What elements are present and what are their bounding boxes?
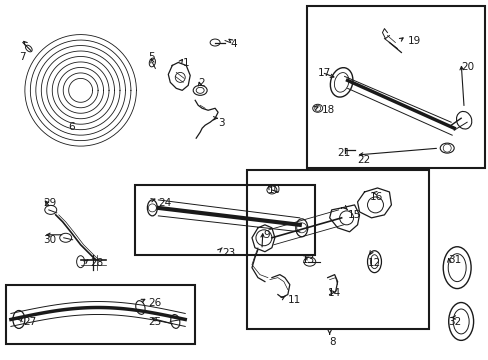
Text: 19: 19 <box>407 36 420 46</box>
Text: 30: 30 <box>42 235 56 245</box>
Text: 2: 2 <box>198 78 204 89</box>
Text: 31: 31 <box>447 255 461 265</box>
Text: 8: 8 <box>329 337 336 347</box>
Text: 21: 21 <box>337 148 350 158</box>
Text: 23: 23 <box>222 248 235 258</box>
Text: 26: 26 <box>148 298 162 307</box>
Text: 28: 28 <box>90 258 103 268</box>
Text: 10: 10 <box>267 185 281 195</box>
Text: 17: 17 <box>317 68 330 78</box>
Text: 25: 25 <box>148 318 162 328</box>
Text: 4: 4 <box>229 39 236 49</box>
Text: 6: 6 <box>68 122 75 132</box>
Text: 29: 29 <box>42 198 56 208</box>
Text: 5: 5 <box>148 53 155 63</box>
Bar <box>306 6 484 168</box>
Text: 15: 15 <box>347 210 360 220</box>
Text: 11: 11 <box>287 294 301 305</box>
Text: 24: 24 <box>158 198 171 208</box>
Text: 20: 20 <box>460 62 473 72</box>
Bar <box>6 285 195 345</box>
Text: 16: 16 <box>369 192 382 202</box>
Text: 32: 32 <box>447 318 461 328</box>
Text: 9: 9 <box>263 230 269 240</box>
Text: 7: 7 <box>19 53 25 63</box>
Text: 27: 27 <box>23 318 36 328</box>
Text: 18: 18 <box>321 105 334 115</box>
Bar <box>246 170 428 329</box>
Text: 14: 14 <box>327 288 340 298</box>
Text: 12: 12 <box>367 258 380 268</box>
Text: 22: 22 <box>357 155 370 165</box>
Bar <box>135 185 314 255</box>
Text: 3: 3 <box>218 118 224 128</box>
Text: 1: 1 <box>183 58 189 68</box>
Text: 13: 13 <box>301 255 314 265</box>
